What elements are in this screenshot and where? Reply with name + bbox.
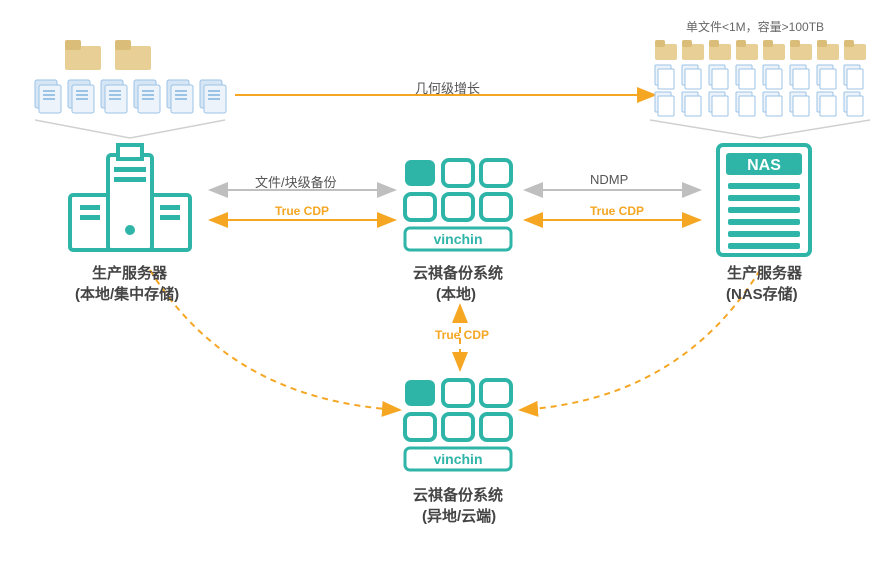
folder-row-right (655, 40, 866, 60)
prod-title1: 生产服务器 (92, 262, 167, 283)
nas-label: NAS (747, 157, 781, 174)
nas-title2: (NAS存储) (726, 283, 798, 304)
label-truecdp-center: True CDP (435, 328, 489, 342)
label-truecdp-right: True CDP (590, 204, 644, 218)
brand-text: vinchin (433, 451, 482, 467)
server-icon (70, 145, 190, 250)
backup-remote-title1: 云祺备份系统 (413, 484, 503, 505)
doc-rows-right (655, 65, 863, 116)
backup-local-title1: 云祺备份系统 (413, 262, 503, 283)
backup-remote-title2: (异地/云端) (422, 505, 496, 526)
label-ndmp: NDMP (590, 172, 628, 187)
nas-title1: 生产服务器 (727, 262, 802, 283)
backup-remote-icon: vinchin (405, 380, 511, 470)
brand-text: vinchin (433, 231, 482, 247)
backup-local-icon: vinchin (405, 160, 511, 250)
folder-icon (65, 40, 101, 70)
folder-icon (115, 40, 151, 70)
prod-title2: (本地/集中存储) (75, 283, 179, 304)
curve-left-remote (150, 270, 400, 410)
doc-cluster-left (35, 80, 226, 113)
backup-local-title2: (本地) (436, 283, 476, 304)
storage-caption: 单文件<1M，容量>100TB (686, 18, 824, 35)
nas-icon: NAS (718, 145, 810, 255)
curve-right-remote (520, 270, 760, 410)
label-growth: 几何级增长 (415, 78, 480, 97)
label-file-block: 文件/块级备份 (255, 172, 337, 191)
label-truecdp-left: True CDP (275, 204, 329, 218)
